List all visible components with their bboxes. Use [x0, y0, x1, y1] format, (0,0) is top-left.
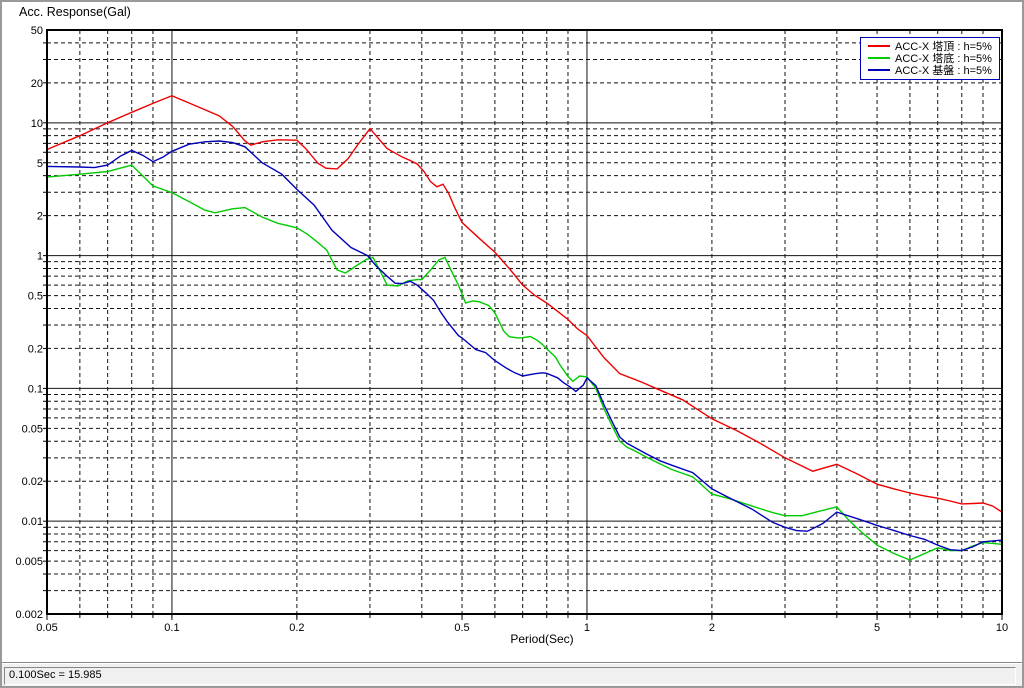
series-line	[46, 140, 1003, 552]
x-tick-label: 0.5	[454, 622, 469, 634]
plot-frame	[46, 29, 1003, 615]
y-tick-label: 1	[37, 251, 43, 263]
status-bar: 0.100Sec = 15.985	[2, 662, 1022, 686]
legend-label: ACC-X 塔頂 : h=5%	[895, 41, 992, 53]
y-tick-label: 0.5	[28, 291, 43, 303]
legend-row: ACC-X 塔頂 : h=5%	[861, 40, 999, 53]
x-tick-label: 0.05	[36, 622, 57, 634]
legend-color-line	[868, 69, 890, 71]
y-tick-label: 10	[31, 118, 43, 130]
legend-color-line	[868, 45, 890, 47]
x-tick-label: 0.1	[164, 622, 179, 634]
legend-row: ACC-X 基盤 : h=5%	[861, 64, 999, 77]
y-tick-label: 0.02	[22, 476, 43, 488]
y-tick-label: 20	[31, 78, 43, 90]
x-tick-label: 1	[584, 622, 590, 634]
y-tick-label: 0.2	[28, 343, 43, 355]
x-axis-title: Period(Sec)	[510, 632, 574, 646]
response-spectrum-chart[interactable]: 0.05 0.1 0.2 0.5 1 2 5 10 50 20 10 5 2 1 0.5 0.2 0.1 0.05…	[2, 2, 1022, 660]
series-line	[46, 164, 1003, 561]
legend-color-line	[868, 57, 890, 59]
y-tick-label: 0.01	[22, 516, 43, 528]
x-tick-label: 2	[709, 622, 715, 634]
y-tick-label: 0.002	[15, 609, 43, 621]
legend-row: ACC-X 塔底 : h=5%	[861, 52, 999, 65]
status-readout-field: 0.100Sec = 15.985	[4, 667, 1016, 685]
x-tick-label: 5	[874, 622, 880, 634]
y-tick-label: 50	[31, 25, 43, 37]
y-tick-label: 0.05	[22, 423, 43, 435]
legend: ACC-X 塔頂 : h=5% ACC-X 塔底 : h=5% ACC-X 基盤…	[860, 37, 1000, 80]
chart-area: 0.05 0.1 0.2 0.5 1 2 5 10 50 20 10 5 2 1 0.5 0.2 0.1 0.05…	[2, 2, 1022, 660]
status-readout-text: 0.100Sec = 15.985	[9, 669, 102, 681]
series-line	[46, 94, 1003, 513]
y-axis-title: Acc. Response(Gal)	[19, 5, 131, 19]
y-tick-label: 5	[37, 158, 43, 170]
legend-label: ACC-X 基盤 : h=5%	[895, 65, 992, 77]
y-tick-label: 0.005	[15, 556, 43, 568]
legend-label: ACC-X 塔底 : h=5%	[895, 53, 992, 65]
y-tick-label: 0.1	[28, 383, 43, 395]
x-tick-label: 10	[996, 622, 1008, 634]
x-tick-label: 0.2	[289, 622, 304, 634]
y-tick-label: 2	[37, 211, 43, 223]
